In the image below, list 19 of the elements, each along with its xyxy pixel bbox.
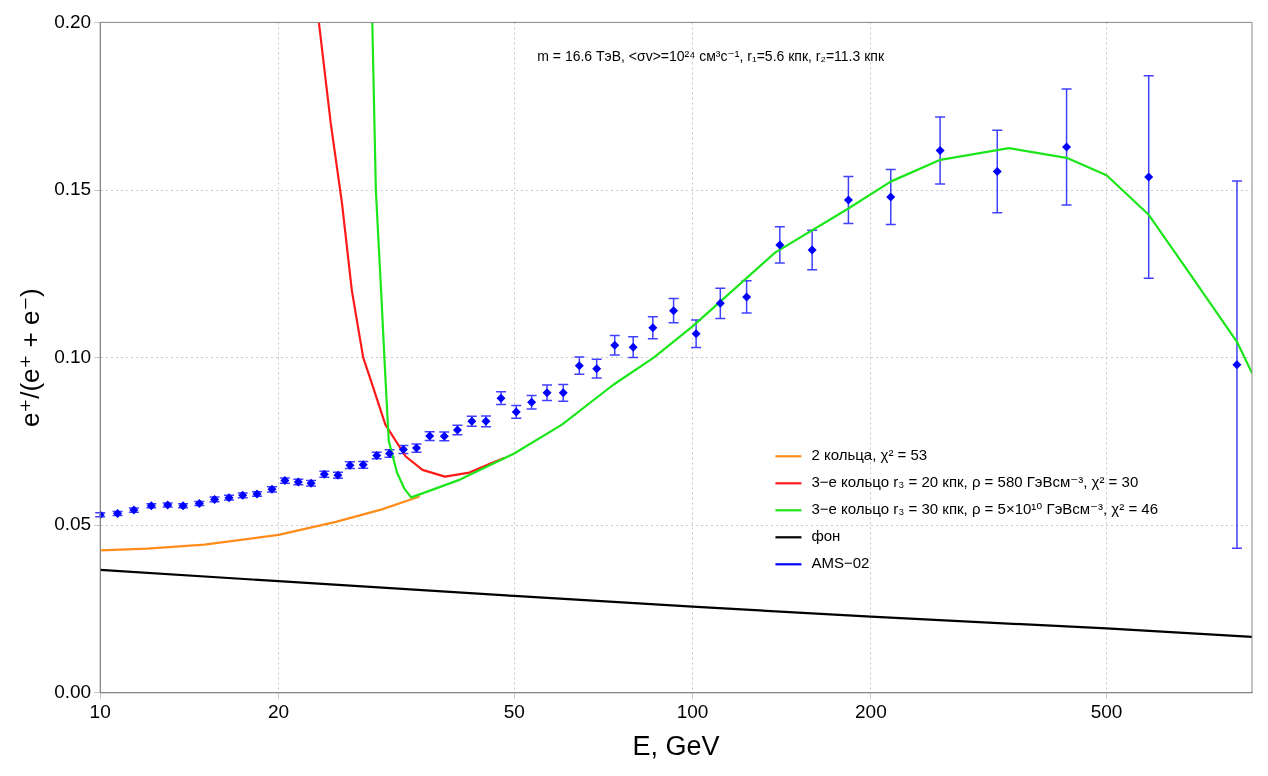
- legend-label: 3−е кольцо r₃ = 30 кпк, ρ = 5×10¹⁰ ГэВсм⁻³, χ² = 46: [811, 500, 1159, 518]
- y-tick-label: 0.00: [54, 681, 92, 703]
- y-tick-label: 0.05: [54, 513, 92, 535]
- x-tick-label: 500: [1090, 701, 1123, 723]
- legend-label: 2 кольца, χ² = 53: [811, 446, 928, 464]
- x-tick-label: 20: [267, 701, 290, 723]
- y-axis-title: e⁺/(e⁺ + e⁻): [14, 288, 45, 427]
- x-tick-label: 10: [89, 701, 111, 723]
- annotation: m = 16.6 ТэВ, <σv>=10²⁴ см³c⁻¹, r₁=5.6 кпк, r₂=11.3 кпк: [537, 48, 885, 65]
- x-axis-title: E, GeV: [632, 731, 720, 762]
- legend-label: фон: [811, 527, 841, 545]
- x-tick-label: 100: [676, 701, 709, 723]
- y-tick-label: 0.15: [54, 178, 92, 200]
- x-tick-label: 200: [855, 701, 887, 723]
- y-tick-label: 0.10: [54, 345, 92, 367]
- x-tick-label: 50: [503, 701, 525, 723]
- legend-label: AMS−02: [811, 554, 870, 572]
- y-tick-label: 0.20: [54, 10, 92, 32]
- legend-label: 3−е кольцо r₃ = 20 кпк, ρ = 580 ГэВсм⁻³, χ² = 30: [811, 473, 1139, 491]
